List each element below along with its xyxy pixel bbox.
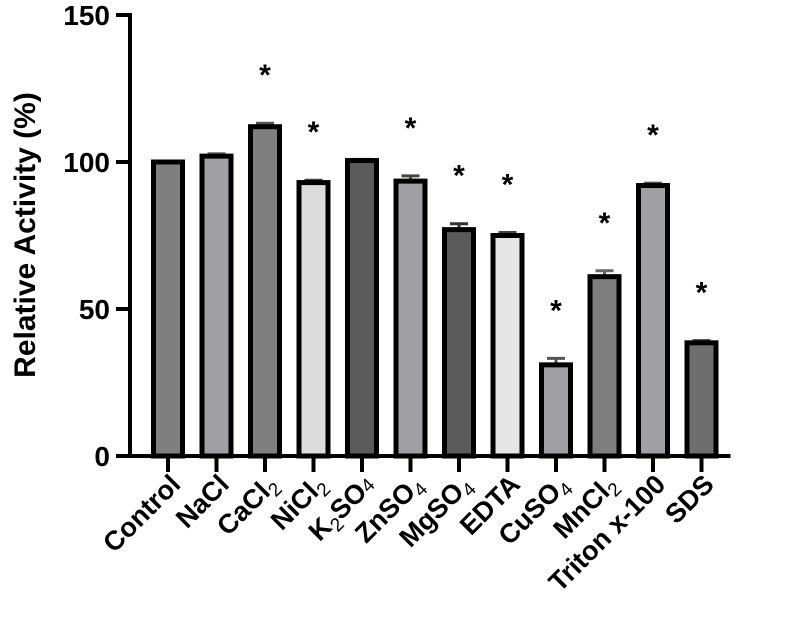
- bar: [199, 153, 234, 459]
- y-tick-label: 100: [63, 147, 110, 178]
- bar: [248, 124, 282, 459]
- significance-marker: *: [453, 160, 465, 193]
- x-tick-label: SDS: [659, 469, 719, 529]
- y-tick-label: 50: [79, 294, 110, 325]
- bar: [442, 227, 476, 459]
- significance-marker: *: [696, 276, 708, 309]
- bar: [345, 158, 379, 459]
- significance-marker: *: [259, 59, 271, 92]
- bar: [587, 274, 622, 459]
- bar: [296, 180, 331, 459]
- bar: [539, 362, 573, 459]
- significance-marker: *: [308, 116, 320, 149]
- bar: [151, 159, 185, 459]
- y-tick-label: 0: [94, 441, 110, 472]
- plot-area: 050100150ControlNaCl*CaCl2*NiCl2K2SO4*Zn…: [63, 0, 731, 597]
- significance-marker: *: [405, 112, 417, 145]
- bar: [684, 340, 719, 459]
- bar: [393, 178, 428, 459]
- y-axis-title: Relative Activity (%): [9, 92, 42, 378]
- y-tick-label: 150: [63, 0, 110, 31]
- bar: [636, 183, 670, 459]
- bar: [490, 233, 525, 459]
- significance-marker: *: [647, 119, 659, 152]
- significance-marker: *: [502, 169, 514, 202]
- significance-marker: *: [599, 207, 611, 240]
- significance-marker: *: [550, 294, 562, 327]
